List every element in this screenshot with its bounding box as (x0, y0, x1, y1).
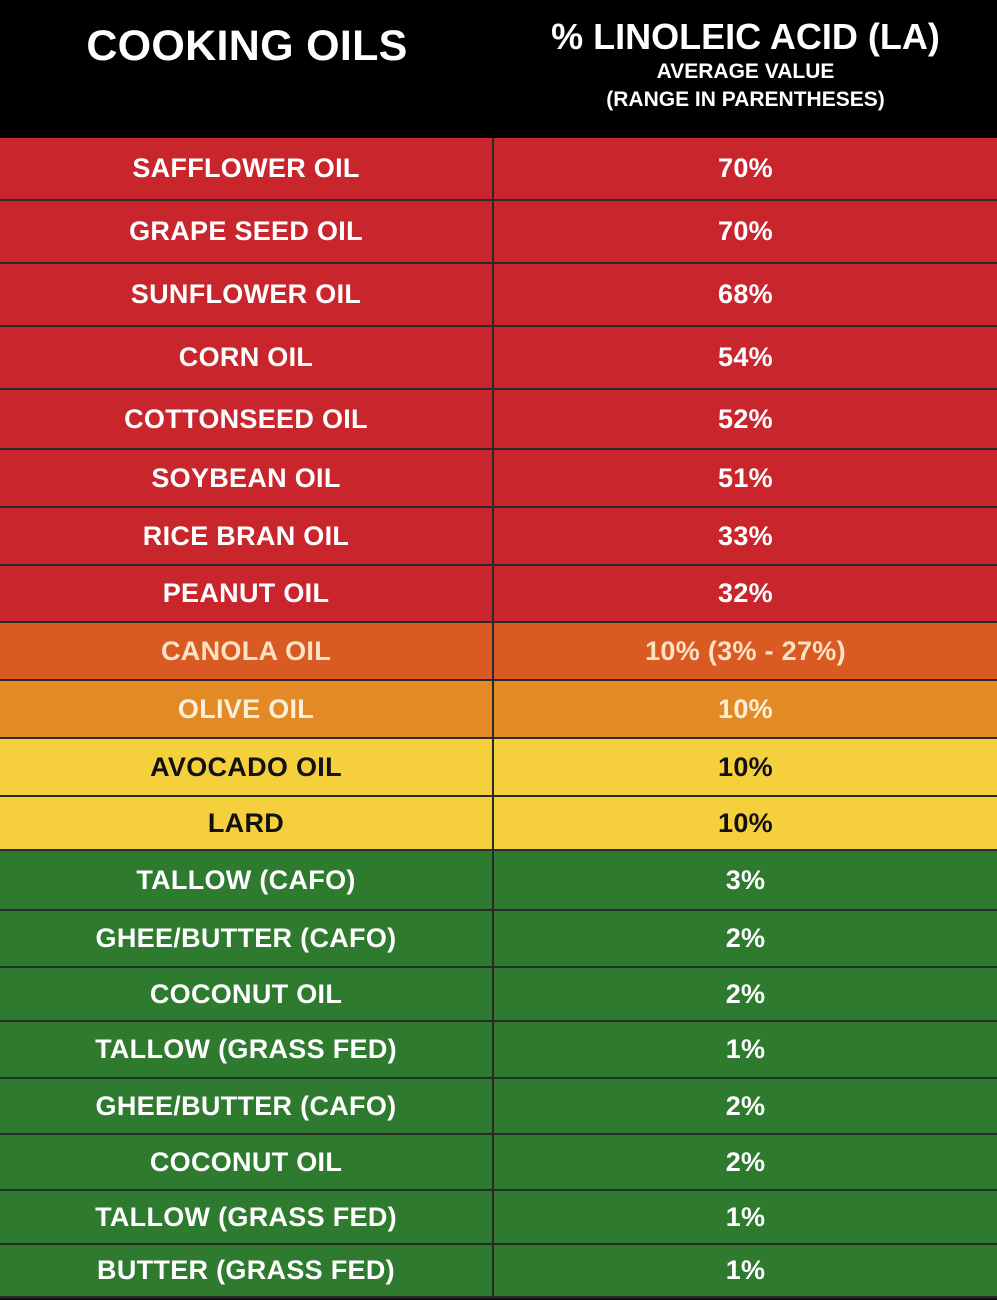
oil-name-cell: CORN OIL (0, 327, 494, 390)
oil-name-cell: SOYBEAN OIL (0, 450, 494, 508)
oil-name-cell: GRAPE SEED OIL (0, 201, 494, 264)
oil-name-cell: RICE BRAN OIL (0, 508, 494, 566)
oil-name-cell: BUTTER (GRASS FED) (0, 1245, 494, 1298)
oil-name-cell: TALLOW (CAFO) (0, 851, 494, 911)
oil-name-cell: COTTONSEED OIL (0, 390, 494, 450)
la-value-cell: 3% (494, 851, 997, 911)
oil-name-cell: SUNFLOWER OIL (0, 264, 494, 327)
la-value-cell: 68% (494, 264, 997, 327)
la-value-cell: 33% (494, 508, 997, 566)
la-value-cell: 2% (494, 911, 997, 968)
oil-name-cell: GHEE/BUTTER (CAFO) (0, 911, 494, 968)
oil-name-cell: TALLOW (GRASS FED) (0, 1022, 494, 1079)
la-value-cell: 54% (494, 327, 997, 390)
oil-name-cell: AVOCADO OIL (0, 739, 494, 797)
la-header-title: % LINOLEIC ACID (LA) (551, 16, 940, 57)
oil-name-cell: TALLOW (GRASS FED) (0, 1191, 494, 1245)
oil-name-cell: SAFFLOWER OIL (0, 138, 494, 201)
la-value-cell: 1% (494, 1245, 997, 1298)
la-header-range-note: (RANGE IN PARENTHESES) (606, 88, 885, 111)
la-value-cell: 10% (494, 797, 997, 851)
oils-column-header: COOKING OILS (0, 0, 494, 138)
la-value-cell: 1% (494, 1022, 997, 1079)
la-value-cell: 1% (494, 1191, 997, 1245)
oil-name-cell: GHEE/BUTTER (CAFO) (0, 1079, 494, 1135)
la-value-cell: 2% (494, 968, 997, 1022)
la-value-cell: 70% (494, 201, 997, 264)
oil-name-cell: COCONUT OIL (0, 968, 494, 1022)
la-column-header: % LINOLEIC ACID (LA) AVERAGE VALUE (RANG… (494, 0, 997, 138)
la-value-cell: 10% (3% - 27%) (494, 623, 997, 681)
la-value-cell: 70% (494, 138, 997, 201)
oil-name-cell: OLIVE OIL (0, 681, 494, 739)
oil-name-cell: COCONUT OIL (0, 1135, 494, 1191)
la-value-cell: 10% (494, 739, 997, 797)
oil-name-cell: LARD (0, 797, 494, 851)
la-value-cell: 32% (494, 566, 997, 623)
la-value-cell: 52% (494, 390, 997, 450)
la-value-cell: 51% (494, 450, 997, 508)
oil-name-cell: CANOLA OIL (0, 623, 494, 681)
la-value-cell: 10% (494, 681, 997, 739)
la-value-cell: 2% (494, 1079, 997, 1135)
oils-header-label: COOKING OILS (86, 22, 408, 70)
oil-name-cell: PEANUT OIL (0, 566, 494, 623)
la-header-subtitle: AVERAGE VALUE (656, 60, 835, 83)
la-value-cell: 2% (494, 1135, 997, 1191)
